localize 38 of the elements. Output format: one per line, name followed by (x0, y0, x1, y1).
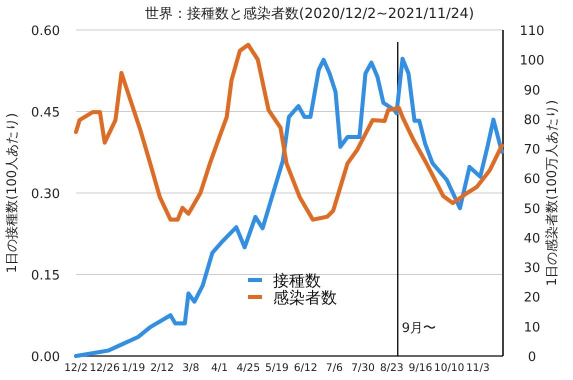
y-tick-label: 0.00 (31, 350, 60, 365)
y-tick-label: 0.30 (31, 187, 60, 202)
y2-tick-label: 50 (524, 202, 540, 217)
x-tick-label: 12/26 (90, 362, 120, 374)
y2-tick-label: 10 (524, 320, 540, 336)
x-tick-label: 10/10 (434, 362, 464, 374)
x-tick-label: 5/19 (265, 362, 289, 374)
legend-label: 感染者数 (273, 288, 337, 307)
x-tick-label: 1/19 (122, 362, 146, 374)
x-tick-label: 7/6 (326, 362, 344, 374)
y-tick-label: 0.45 (31, 106, 60, 120)
x-tick-label: 4/1 (211, 362, 228, 374)
y2-tick-label: 110 (520, 24, 544, 39)
legend-label: 接種数 (273, 271, 321, 290)
y2-tick-label: 100 (520, 54, 544, 69)
x-tick-label: 4/25 (236, 362, 260, 374)
y2-tick-label: 0 (528, 350, 536, 365)
x-tick-label: 9/16 (408, 362, 433, 374)
x-tick-label: 8/23 (380, 362, 404, 374)
y2-tick-label: 70 (524, 142, 540, 158)
y-tick-label: 0.60 (31, 24, 60, 39)
x-tick-label: 6/12 (294, 362, 318, 374)
x-tick-label: 3/8 (182, 362, 200, 374)
x-tick-label: 2/12 (150, 362, 174, 374)
y2-tick-label: 40 (524, 231, 540, 246)
y2-tick-label: 30 (524, 261, 540, 276)
y2-tick-label: 80 (524, 112, 540, 128)
y2-tick-label: 90 (524, 83, 540, 98)
y2-tick-label: 60 (524, 172, 540, 188)
x-tick-label: 12/2 (64, 362, 88, 374)
y2-tick-label: 20 (524, 290, 540, 306)
y2-axis-title: 1日の感染者数(100万人あたり) (545, 100, 560, 286)
y-tick-label: 0.15 (31, 268, 60, 284)
chart-title: 世界：接種数と感染者数(2020/12/2~2021/11/24) (144, 6, 474, 22)
y-axis-title: 1日の接種数(100人あたり) (5, 112, 20, 274)
x-tick-label: 7/30 (351, 362, 375, 374)
ref-line-label: 9月〜 (402, 321, 436, 336)
x-tick-label: 11/3 (466, 362, 490, 374)
